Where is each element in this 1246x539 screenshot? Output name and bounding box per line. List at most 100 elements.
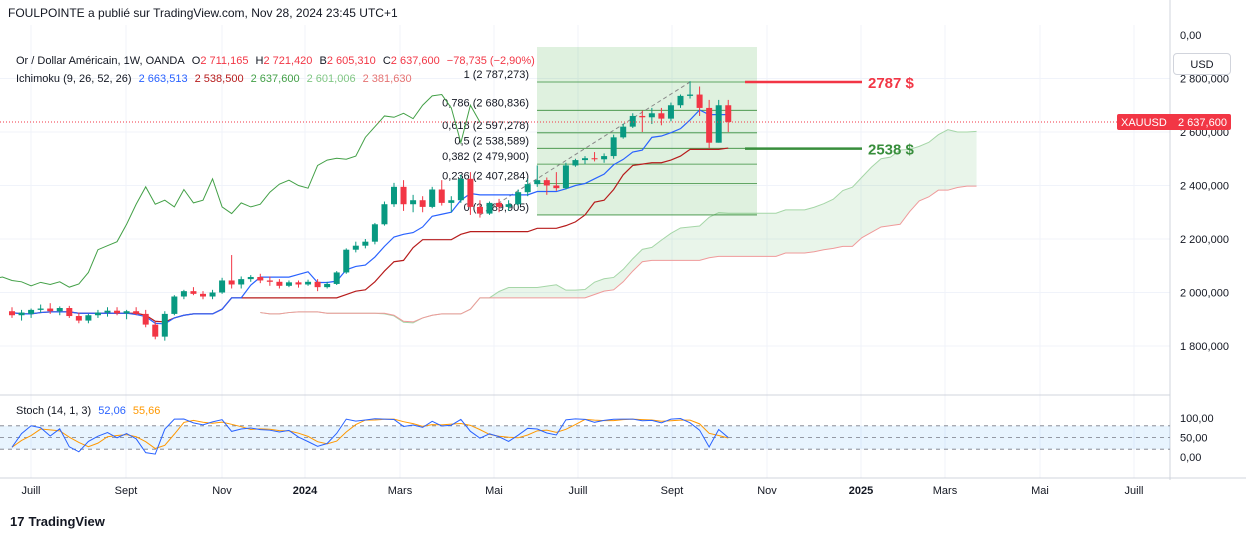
candle-body xyxy=(123,311,130,314)
time-tick-label: 2025 xyxy=(849,485,873,497)
candle-body xyxy=(209,292,216,297)
candle xyxy=(381,201,388,226)
candle-body xyxy=(715,105,722,143)
price-tick-label: 2 200,000 xyxy=(1180,234,1229,246)
candle xyxy=(391,182,397,207)
tenkan-sen xyxy=(11,109,729,325)
candle-body xyxy=(66,308,73,317)
candle-body xyxy=(572,160,579,166)
price-tag-value: 2 637,600 xyxy=(1178,117,1227,129)
candle xyxy=(142,309,149,328)
candle xyxy=(438,180,445,206)
price-tick-label: 2 000,000 xyxy=(1180,288,1229,300)
time-tick-label: Mars xyxy=(933,485,958,497)
chikou-value: 2 637,600 xyxy=(250,73,300,85)
price-annotations: 2787 $ 2538 $ xyxy=(0,75,1170,159)
candle-body xyxy=(238,279,245,285)
o-label: O xyxy=(191,55,201,67)
candle xyxy=(667,102,674,122)
fib-zone xyxy=(537,47,757,215)
logo-text: TradingView xyxy=(28,514,105,529)
candle-body xyxy=(362,241,369,246)
candle-body xyxy=(658,113,665,119)
candle-body xyxy=(677,95,684,106)
candle-body xyxy=(94,312,101,316)
candle-body xyxy=(37,308,44,310)
candle-body xyxy=(696,94,703,108)
fib-level-label: 0,618 (2 597,278) xyxy=(442,120,529,132)
candle-body xyxy=(190,291,197,294)
candle xyxy=(343,248,350,274)
candle xyxy=(543,177,550,195)
price-tick-label: 2 800,000 xyxy=(1180,74,1229,86)
candle xyxy=(352,241,359,253)
candle xyxy=(371,222,378,245)
price-tag-bg xyxy=(1117,113,1231,130)
candle-body xyxy=(305,281,312,285)
candle-body xyxy=(9,311,15,316)
candle xyxy=(56,306,63,316)
candle xyxy=(725,99,732,132)
candle xyxy=(114,307,121,316)
candle-body xyxy=(486,202,493,214)
span-a-value: 2 601,006 xyxy=(306,73,356,85)
candle xyxy=(85,313,92,324)
candle xyxy=(180,289,187,300)
candle-body xyxy=(266,280,273,282)
candle-body xyxy=(419,200,426,207)
candle xyxy=(228,255,235,289)
candle xyxy=(715,99,722,143)
candle xyxy=(658,107,665,126)
candle xyxy=(190,287,197,296)
candle-body xyxy=(562,165,569,189)
candle xyxy=(200,291,206,300)
candle-body xyxy=(610,137,617,157)
ichimoku-legend: Ichimoku (9, 26, 52, 26) 2 663,513 2 538… xyxy=(16,73,416,85)
candle-body xyxy=(438,189,445,203)
tv-logo-icon: 17 xyxy=(10,514,25,529)
candle xyxy=(582,156,588,165)
candle xyxy=(266,276,273,286)
candle xyxy=(75,312,82,324)
candle xyxy=(591,152,598,162)
candle-body xyxy=(391,186,397,205)
candle-body xyxy=(200,293,206,297)
time-tick-label: Juill xyxy=(22,485,41,497)
fib-level-label: 1 (2 787,273) xyxy=(464,69,529,81)
candle-body xyxy=(171,296,178,314)
candle xyxy=(467,172,474,215)
candle xyxy=(639,110,646,132)
candle xyxy=(333,271,340,286)
candle xyxy=(629,113,636,128)
candle xyxy=(410,194,417,213)
candle-body xyxy=(333,272,340,284)
candle-body xyxy=(28,309,35,314)
fib-level-label: 0,382 (2 479,900) xyxy=(442,151,529,163)
close-value: 2 637,600 xyxy=(390,55,440,67)
candle xyxy=(562,162,569,190)
candle xyxy=(104,307,111,317)
high-value: 2 721,420 xyxy=(263,55,313,67)
b-label: B xyxy=(319,55,327,67)
tradingview-logo[interactable]: 17 TradingView xyxy=(10,514,105,529)
candle-body xyxy=(56,308,63,312)
candle-body xyxy=(152,324,159,337)
candle-body xyxy=(381,204,388,225)
candle-body xyxy=(467,178,474,207)
open-value: 2 711,165 xyxy=(200,55,249,67)
stoch-tick-label: 100,00 xyxy=(1180,413,1214,425)
candle-body xyxy=(247,276,254,280)
stoch-legend: Stoch (14, 1, 3) 52,06 55,66 xyxy=(16,405,164,417)
candle-body xyxy=(314,281,321,288)
low-value: 2 605,310 xyxy=(326,55,376,67)
candle-body xyxy=(180,291,187,297)
currency-button[interactable]: USD xyxy=(1173,53,1231,75)
candle-body xyxy=(371,224,378,242)
main-legend: Or / Dollar Américain, 1W, OANDA O2 711,… xyxy=(16,55,539,67)
candle-body xyxy=(47,308,54,312)
candle xyxy=(247,275,254,282)
candle xyxy=(553,172,560,191)
price-tick-label: 2 400,000 xyxy=(1180,181,1229,193)
price-tag-symbol: XAUUSD xyxy=(1121,117,1167,129)
